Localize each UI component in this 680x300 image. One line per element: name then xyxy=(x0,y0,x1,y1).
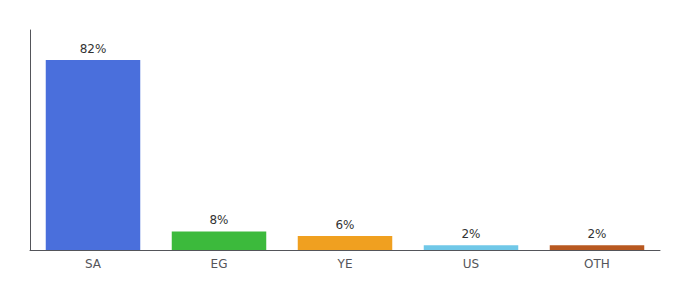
svg-text:EG: EG xyxy=(211,257,228,271)
svg-text:8%: 8% xyxy=(209,213,228,227)
svg-text:2%: 2% xyxy=(461,227,480,241)
svg-text:6%: 6% xyxy=(335,218,354,232)
svg-text:2%: 2% xyxy=(587,227,606,241)
svg-text:82%: 82% xyxy=(80,42,107,56)
svg-text:US: US xyxy=(463,257,479,271)
svg-text:YE: YE xyxy=(337,257,353,271)
svg-text:OTH: OTH xyxy=(584,257,610,271)
svg-text:SA: SA xyxy=(85,257,102,271)
